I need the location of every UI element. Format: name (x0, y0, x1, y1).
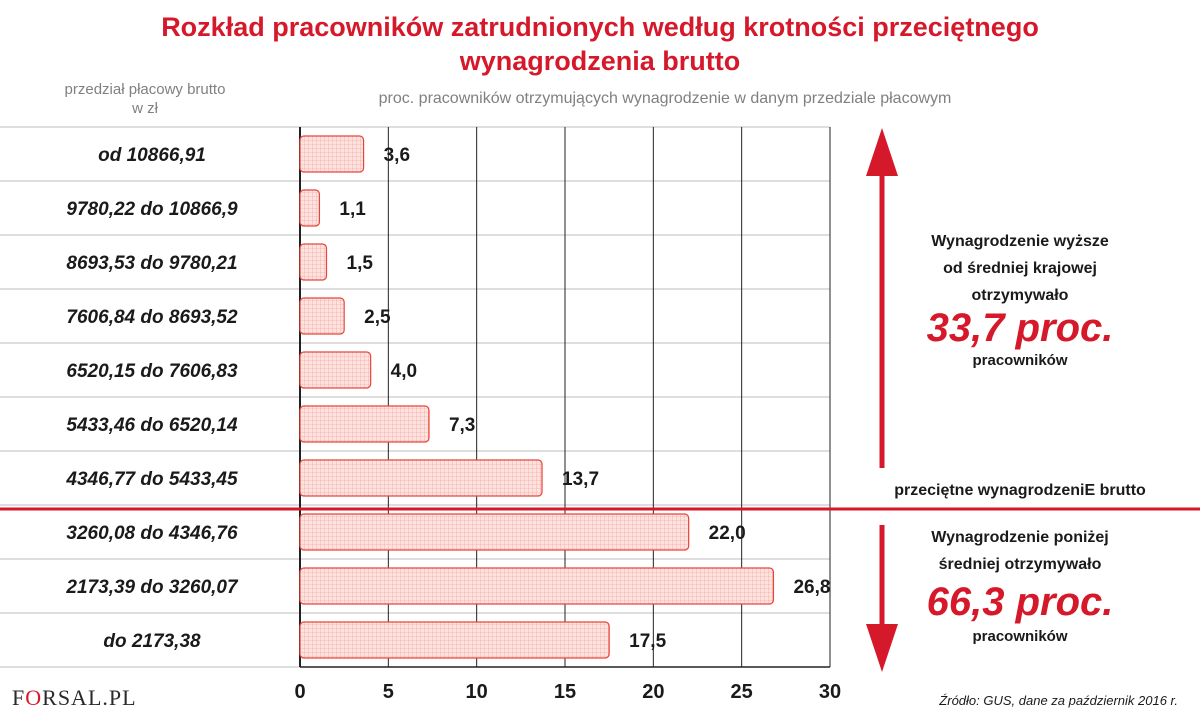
x-tick-labels: 0 5 10 15 20 25 30 (294, 681, 841, 703)
category-label: 3260,08 do 4346,76 (66, 523, 238, 544)
above-note-line-2: od średniej krajowej (943, 260, 1097, 277)
category-label: od 10866,91 (98, 145, 206, 166)
above-average-value: 33,7 proc. (926, 306, 1114, 350)
x-axis-header: proc. pracowników otrzymujących wynagrod… (378, 90, 952, 107)
title-line-1: Rozkład pracowników zatrudnionych według… (161, 12, 1039, 42)
value-labels: 3,6 1,1 1,5 2,5 4,0 7,3 13,7 22,0 26,8 17,5 (339, 145, 830, 652)
logo-mark: O (25, 685, 43, 710)
logo-text-start: F (12, 685, 26, 710)
y-header-line-1: przedział płacowy brutto (64, 81, 226, 98)
x-tick-label: 25 (731, 681, 753, 703)
x-tick-label: 15 (554, 681, 576, 703)
x-tick-label: 5 (383, 681, 394, 703)
value-label: 1,5 (347, 253, 374, 274)
above-average-unit: pracowników (972, 352, 1068, 369)
bar (299, 405, 430, 443)
category-label: 2173,39 do 3260,07 (65, 577, 239, 598)
source-note: Źródło: GUS, dane za październik 2016 r. (939, 693, 1178, 708)
value-label: 7,3 (449, 415, 475, 436)
chart-title: Rozkład pracowników zatrudnionych według… (0, 10, 1200, 78)
above-note-line-1: Wynagrodzenie wyższe (931, 233, 1109, 250)
category-label: 4346,77 do 5433,45 (65, 469, 238, 490)
value-label: 26,8 (793, 577, 830, 598)
above-average-note: Wynagrodzenie wyższe od średniej krajowe… (880, 228, 1160, 309)
bar (299, 567, 775, 605)
category-label: 8693,53 do 9780,21 (66, 253, 237, 274)
average-wage-label: przeciętne wynagrodzeniE brutto (894, 482, 1146, 499)
bar (299, 135, 365, 173)
title-line-2: wynagrodzenia brutto (459, 46, 741, 76)
value-label: 17,5 (629, 631, 666, 652)
category-label: 7606,84 do 8693,52 (66, 307, 238, 328)
category-label: 5433,46 do 6520,14 (66, 415, 238, 436)
value-label: 1,1 (339, 199, 366, 220)
category-label: 9780,22 do 10866,9 (66, 199, 238, 220)
category-label: do 2173,38 (103, 631, 201, 652)
y-axis-header: przedział płacowy brutto w zł (10, 80, 280, 118)
bar (299, 297, 345, 335)
x-tick-label: 0 (294, 681, 305, 703)
value-label: 22,0 (709, 523, 746, 544)
x-tick-label: 10 (466, 681, 488, 703)
forsal-logo[interactable]: FORSAL.PL (12, 685, 137, 711)
value-label: 3,6 (384, 145, 410, 166)
above-note-line-3: otrzymywało (971, 287, 1069, 304)
y-header-line-2: w zł (132, 100, 158, 117)
below-note-line-2: średniej otrzymywało (938, 556, 1102, 573)
category-label: 6520,15 do 7606,83 (66, 361, 238, 382)
bars (299, 135, 775, 659)
bar (299, 351, 372, 389)
category-labels: od 10866,91 9780,22 do 10866,9 8693,53 do … (65, 145, 239, 652)
logo-text-end: RSAL.PL (42, 685, 137, 710)
bar (299, 621, 610, 659)
below-average-value: 66,3 proc. (926, 580, 1114, 624)
value-label: 13,7 (562, 469, 599, 490)
below-note-line-1: Wynagrodzenie poniżej (931, 529, 1109, 546)
value-label: 2,5 (364, 307, 391, 328)
value-label: 4,0 (391, 361, 417, 382)
below-average-unit: pracowników (972, 628, 1068, 645)
x-tick-label: 30 (819, 681, 841, 703)
x-tick-label: 20 (642, 681, 664, 703)
bar (299, 513, 690, 551)
direction-arrows (866, 128, 898, 672)
bar (299, 459, 543, 497)
below-average-note: Wynagrodzenie poniżej średniej otrzymywa… (880, 524, 1160, 578)
arrow-up-head (866, 128, 898, 176)
arrow-down-head (866, 624, 898, 672)
bar (299, 243, 328, 281)
bar (299, 189, 321, 227)
